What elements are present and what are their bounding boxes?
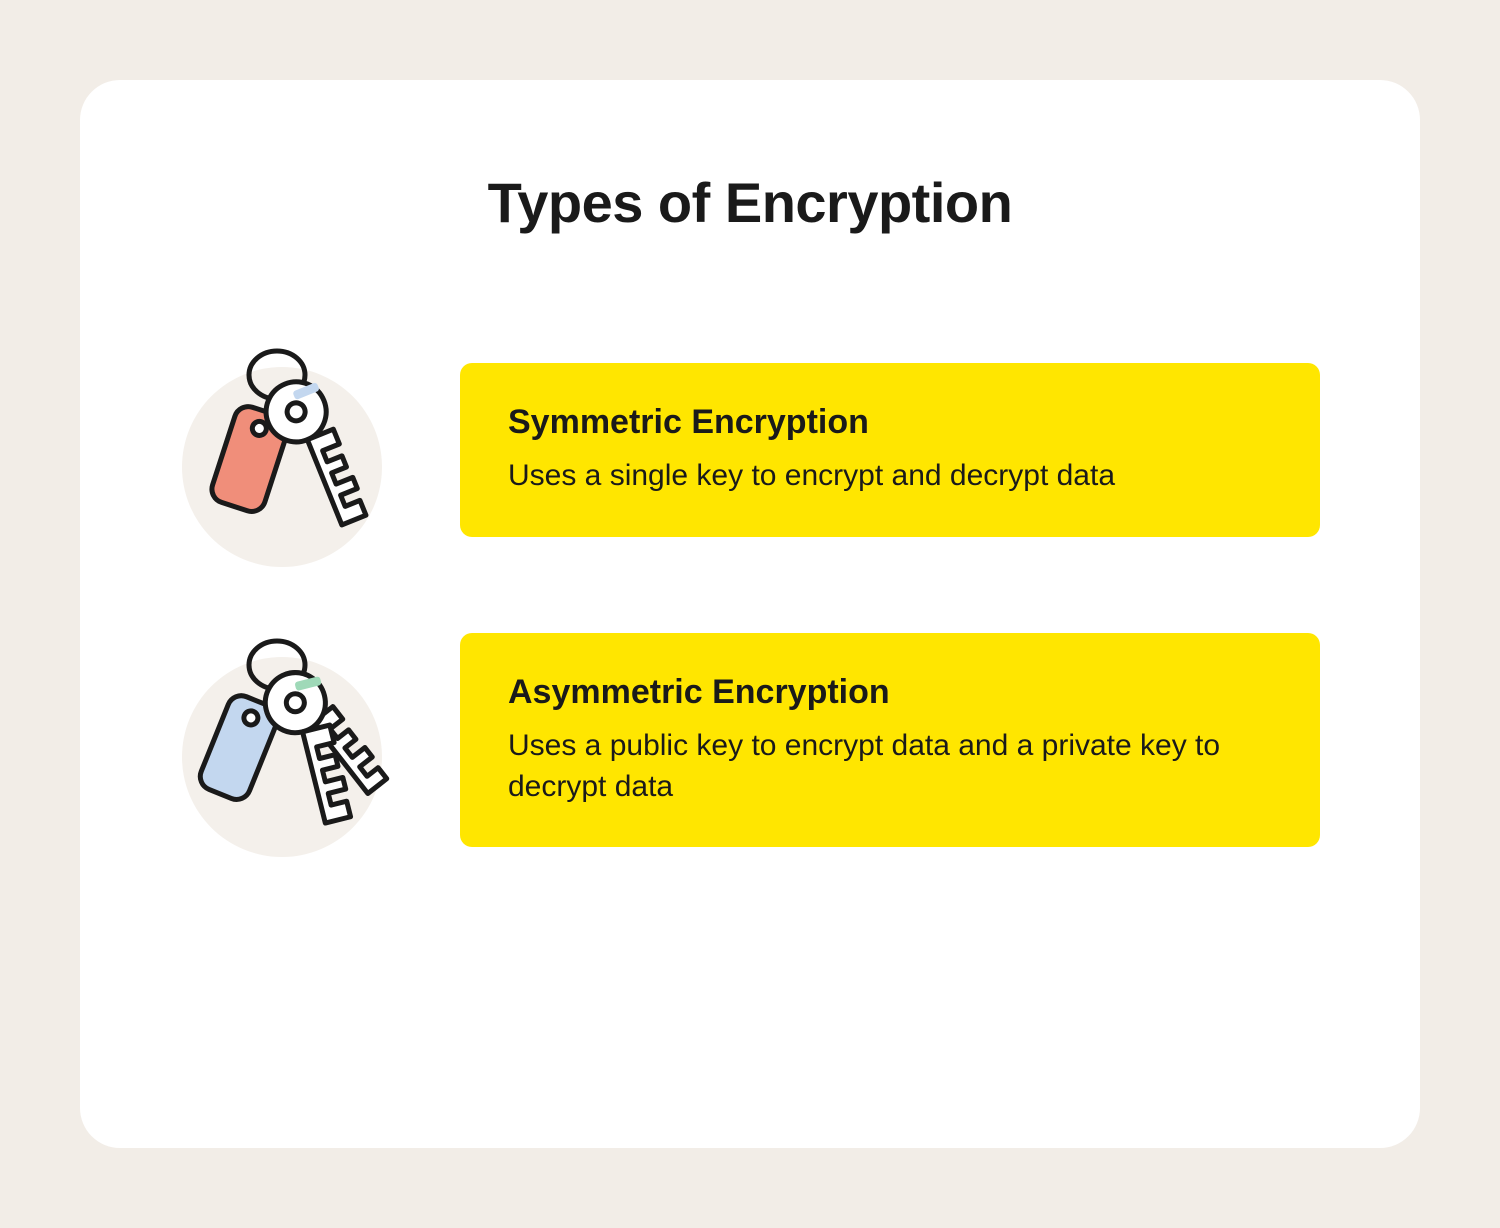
icon-cell — [180, 625, 410, 855]
encryption-type-body: Uses a public key to encrypt data and a … — [508, 726, 1272, 807]
icon-cell — [180, 335, 410, 565]
encryption-type-heading: Symmetric Encryption — [508, 403, 1272, 442]
encryption-type-heading: Asymmetric Encryption — [508, 673, 1272, 712]
single-key-icon — [195, 340, 395, 560]
page-canvas: Types of Encryption — [0, 0, 1500, 1228]
info-card: Types of Encryption — [80, 80, 1420, 1148]
description-box: Asymmetric Encryption Uses a public key … — [460, 633, 1320, 847]
description-box: Symmetric Encryption Uses a single key t… — [460, 363, 1320, 537]
double-key-icon — [195, 630, 395, 850]
encryption-row-asymmetric: Asymmetric Encryption Uses a public key … — [180, 625, 1320, 855]
encryption-type-body: Uses a single key to encrypt and decrypt… — [508, 456, 1272, 497]
encryption-row-symmetric: Symmetric Encryption Uses a single key t… — [180, 335, 1320, 565]
page-title: Types of Encryption — [180, 170, 1320, 235]
